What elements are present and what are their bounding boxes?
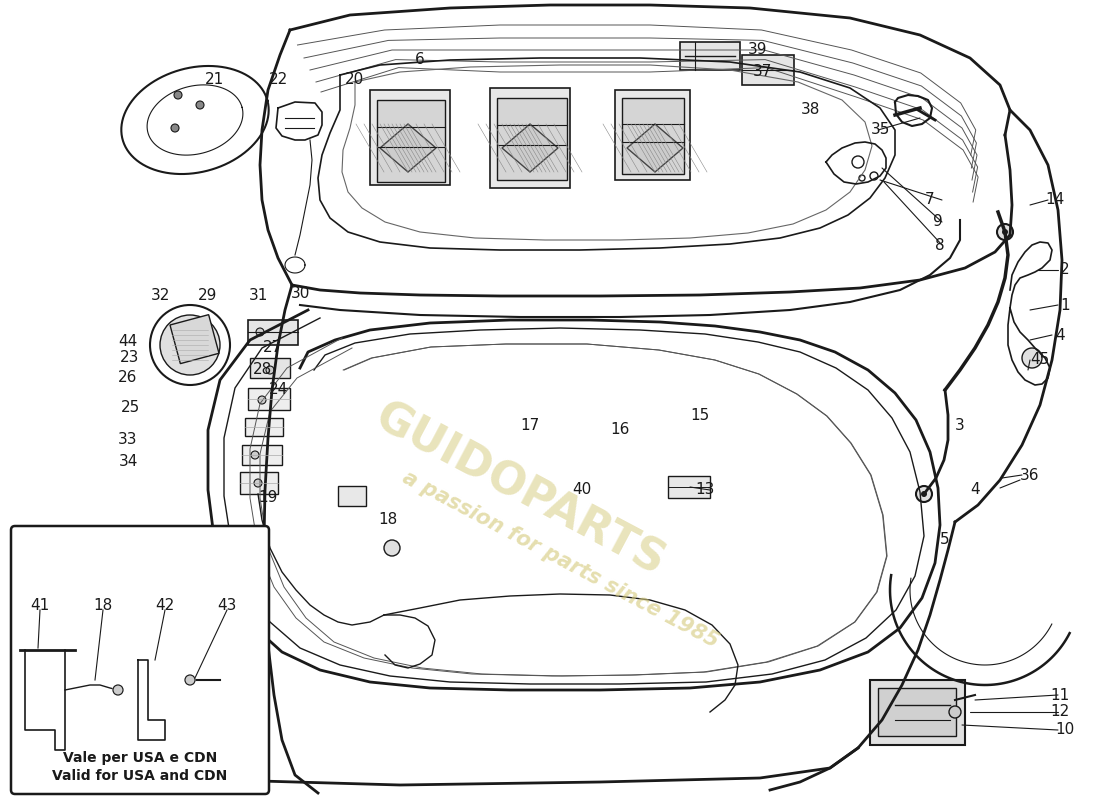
Circle shape (185, 675, 195, 685)
Text: 27: 27 (263, 341, 282, 355)
FancyBboxPatch shape (11, 526, 270, 794)
Text: 28: 28 (252, 362, 272, 378)
Text: GUIDOPARTS: GUIDOPARTS (367, 395, 672, 585)
Text: 1: 1 (1060, 298, 1070, 313)
Circle shape (921, 491, 927, 497)
Bar (621, 98, 684, 174)
Text: 2: 2 (1060, 262, 1070, 278)
Bar (248, 320, 298, 345)
Text: 42: 42 (155, 593, 175, 607)
Polygon shape (627, 124, 683, 172)
Text: 43: 43 (218, 598, 236, 613)
Text: 41: 41 (31, 593, 50, 607)
Bar (245, 418, 283, 436)
Polygon shape (490, 88, 570, 188)
Text: 39: 39 (748, 42, 768, 58)
Text: 21: 21 (206, 73, 224, 87)
Bar (242, 445, 282, 465)
Circle shape (258, 396, 266, 404)
Bar (878, 688, 956, 736)
Circle shape (251, 451, 258, 459)
Text: 37: 37 (752, 65, 772, 79)
Text: 6: 6 (415, 53, 425, 67)
Text: 38: 38 (801, 102, 820, 118)
Bar (250, 358, 290, 378)
Text: 30: 30 (290, 286, 310, 302)
Bar (870, 680, 965, 745)
Polygon shape (379, 124, 436, 172)
Circle shape (254, 479, 262, 487)
Text: 22: 22 (268, 73, 287, 87)
Circle shape (916, 486, 932, 502)
Text: 19: 19 (258, 490, 277, 506)
Text: 18: 18 (94, 598, 112, 613)
Text: 35: 35 (870, 122, 890, 138)
Text: 4: 4 (1055, 327, 1065, 342)
Text: 4: 4 (970, 482, 980, 498)
Text: 25: 25 (120, 401, 140, 415)
Bar (338, 486, 366, 506)
Polygon shape (370, 90, 450, 185)
Text: 32: 32 (151, 289, 169, 303)
Bar (170, 314, 219, 364)
Text: 45: 45 (1031, 353, 1049, 367)
Text: 33: 33 (119, 433, 138, 447)
Polygon shape (502, 124, 558, 172)
Text: 43: 43 (218, 593, 236, 607)
Text: 44: 44 (119, 334, 138, 350)
Circle shape (1022, 348, 1042, 368)
Circle shape (174, 91, 182, 99)
Circle shape (997, 224, 1013, 240)
Text: 3: 3 (955, 418, 965, 433)
Circle shape (196, 101, 204, 109)
Bar (497, 98, 566, 180)
Text: 34: 34 (119, 454, 138, 470)
Text: 13: 13 (695, 482, 715, 498)
Text: Valid for USA and CDN: Valid for USA and CDN (53, 769, 228, 783)
Circle shape (170, 124, 179, 132)
Bar (742, 55, 794, 85)
Circle shape (113, 685, 123, 695)
Text: 18: 18 (378, 513, 397, 527)
Text: Vale per USA e CDN: Vale per USA e CDN (63, 751, 217, 765)
Text: 10: 10 (1055, 722, 1075, 738)
Text: 26: 26 (119, 370, 138, 386)
Bar (240, 472, 278, 494)
Text: 24: 24 (268, 382, 287, 398)
Bar (668, 476, 710, 498)
Text: 16: 16 (610, 422, 629, 438)
Bar (377, 100, 446, 182)
Circle shape (160, 315, 220, 375)
Circle shape (266, 366, 274, 374)
Polygon shape (615, 90, 690, 180)
Text: a passion for parts since 1985: a passion for parts since 1985 (398, 468, 722, 652)
Text: 41: 41 (31, 598, 50, 613)
Text: 8: 8 (935, 238, 945, 253)
Text: 11: 11 (1050, 687, 1069, 702)
Text: 7: 7 (925, 193, 935, 207)
Text: 40: 40 (572, 482, 592, 498)
Text: 5: 5 (940, 533, 949, 547)
Circle shape (1002, 229, 1008, 235)
Circle shape (256, 328, 264, 336)
Text: 15: 15 (691, 407, 710, 422)
Text: 31: 31 (249, 289, 267, 303)
Text: 9: 9 (933, 214, 943, 230)
Text: 20: 20 (345, 73, 364, 87)
Text: 36: 36 (1021, 467, 1040, 482)
Text: 29: 29 (198, 289, 218, 303)
Text: 17: 17 (520, 418, 540, 433)
Text: 18: 18 (94, 593, 112, 607)
Text: 42: 42 (155, 598, 175, 613)
Bar (248, 388, 290, 410)
Circle shape (384, 540, 400, 556)
Text: 23: 23 (120, 350, 140, 366)
Circle shape (949, 706, 961, 718)
Text: 12: 12 (1050, 705, 1069, 719)
Text: 14: 14 (1045, 193, 1065, 207)
Bar (680, 42, 740, 70)
